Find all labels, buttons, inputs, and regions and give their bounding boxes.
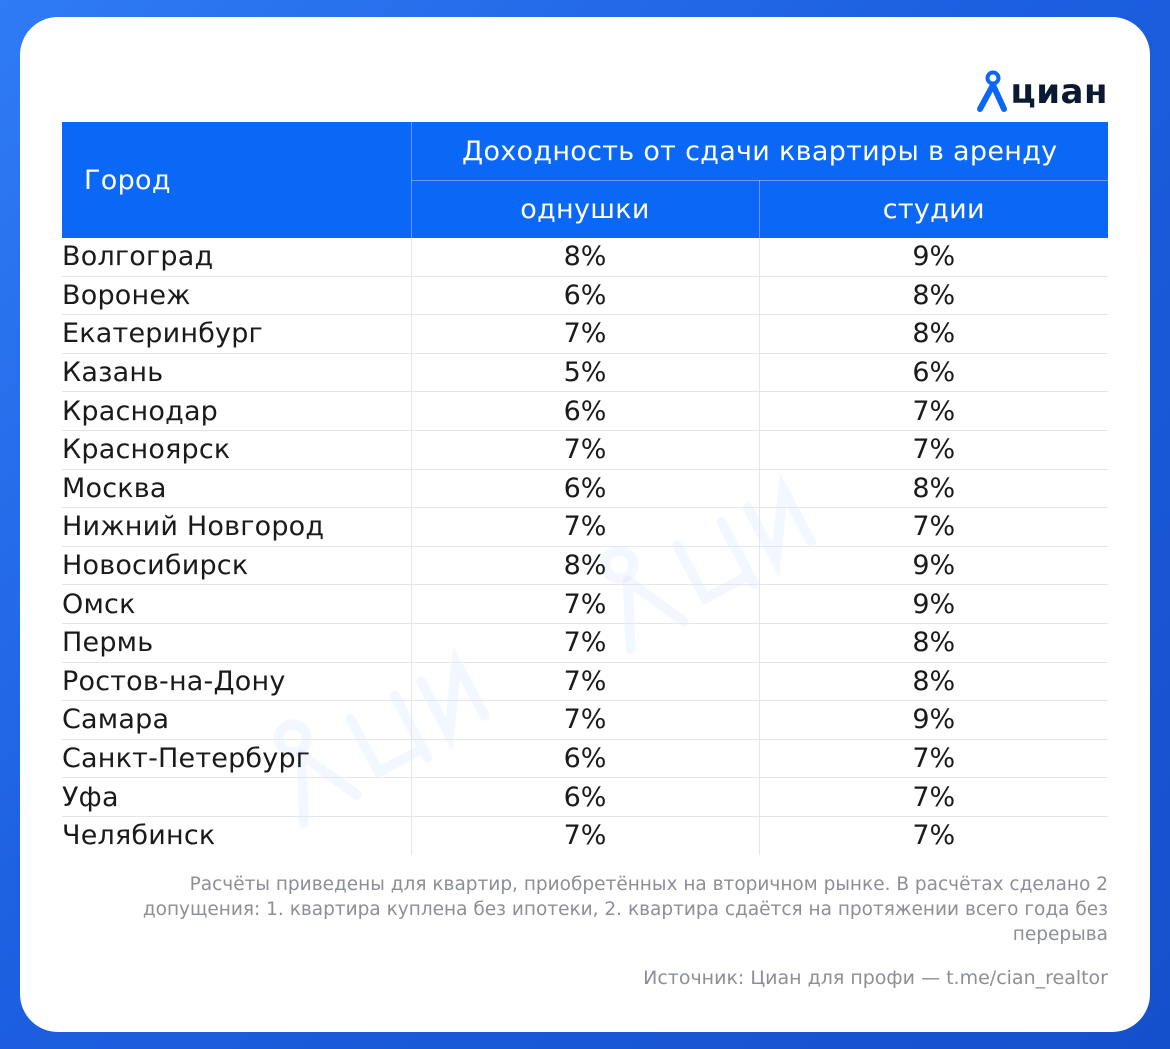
one-room-yield-cell: 7% <box>410 700 759 740</box>
studio-yield-cell: 8% <box>758 276 1108 316</box>
one-room-yield-cell: 6% <box>410 391 759 431</box>
studio-yield-cell: 8% <box>758 314 1108 354</box>
table-row: Ростов-на-Дону 7% 8% <box>62 662 1108 702</box>
one-room-yield-cell: 6% <box>410 777 759 817</box>
city-cell: Новосибирск <box>62 546 411 586</box>
city-cell: Омск <box>62 584 411 624</box>
table-row: Краснодар 6% 7% <box>62 391 1108 431</box>
one-room-yield-cell: 5% <box>410 353 759 393</box>
studio-yield-cell: 8% <box>758 662 1108 702</box>
one-room-yield-cell: 7% <box>410 662 759 702</box>
footnote: Расчёты приведены для квартир, приобретё… <box>142 874 1108 945</box>
studio-column-header: студии <box>759 180 1108 238</box>
city-cell: Нижний Новгород <box>62 507 411 547</box>
studio-yield-cell: 7% <box>758 507 1108 547</box>
city-cell: Ростов-на-Дону <box>62 662 411 702</box>
studio-yield-cell: 8% <box>758 623 1108 663</box>
table-row: Красноярск 7% 7% <box>62 430 1108 470</box>
studio-yield-cell: 9% <box>758 584 1108 624</box>
one-room-yield-cell: 7% <box>410 816 759 855</box>
yield-group-header: Доходность от сдачи квартиры в аренду <box>411 122 1108 181</box>
table-row: Уфа 6% 7% <box>62 777 1108 817</box>
one-room-yield-cell: 7% <box>410 430 759 470</box>
studio-yield-cell: 7% <box>758 391 1108 431</box>
table-row: Челябинск 7% 7% <box>62 816 1108 855</box>
city-column-header: Город <box>62 122 412 238</box>
city-cell: Пермь <box>62 623 411 663</box>
city-cell: Самара <box>62 700 411 740</box>
rental-yield-table: Город Доходность от сдачи квартиры в аре… <box>62 122 1108 855</box>
table-row: Волгоград 8% 9% <box>62 238 1108 277</box>
logo-text: циан <box>1010 72 1108 112</box>
studio-yield-cell: 7% <box>758 739 1108 779</box>
table-row: Самара 7% 9% <box>62 700 1108 740</box>
cian-logo: циан <box>975 67 1108 117</box>
studio-yield-cell: 7% <box>758 430 1108 470</box>
cian-pin-logo-icon <box>976 70 1007 112</box>
table-row: Москва 6% 8% <box>62 469 1108 509</box>
one-room-yield-cell: 6% <box>410 276 759 316</box>
city-cell: Москва <box>62 469 411 509</box>
one-room-yield-cell: 7% <box>410 507 759 547</box>
studio-yield-cell: 8% <box>758 469 1108 509</box>
studio-yield-cell: 9% <box>758 546 1108 586</box>
one-room-yield-cell: 7% <box>410 623 759 663</box>
city-cell: Воронеж <box>62 276 411 316</box>
one-room-yield-cell: 8% <box>410 546 759 586</box>
city-cell: Челябинск <box>62 820 216 852</box>
city-cell: Екатеринбург <box>62 314 411 354</box>
table-row: Воронеж 6% 8% <box>62 276 1108 316</box>
one-room-yield-cell: 8% <box>410 238 759 277</box>
studio-yield-cell: 9% <box>758 238 1108 277</box>
studio-yield-cell: 7% <box>758 816 1108 855</box>
studio-yield-cell: 7% <box>758 777 1108 817</box>
one-room-column-header: однушки <box>411 180 760 238</box>
studio-yield-cell: 6% <box>758 353 1108 393</box>
table-row: Омск 7% 9% <box>62 584 1108 624</box>
city-cell: Краснодар <box>62 391 411 431</box>
source-line: Источник: Циан для профи — t.me/cian_rea… <box>643 967 1108 989</box>
one-room-yield-cell: 7% <box>410 584 759 624</box>
table-row: Пермь 7% 8% <box>62 623 1108 663</box>
city-cell: Казань <box>62 353 411 393</box>
table-body: Волгоград 8% 9% Воронеж 6% 8% Екатеринбург 7% 8%… <box>62 238 1108 855</box>
table-row: Нижний Новгород 7% 7% <box>62 507 1108 547</box>
one-room-yield-cell: 6% <box>410 739 759 779</box>
table-row: Новосибирск 8% 9% <box>62 546 1108 586</box>
city-cell: Красноярск <box>62 430 411 470</box>
one-room-yield-cell: 6% <box>410 469 759 509</box>
city-cell: Волгоград <box>62 238 411 277</box>
studio-yield-cell: 9% <box>758 700 1108 740</box>
table-row: Казань 5% 6% <box>62 353 1108 393</box>
one-room-yield-cell: 7% <box>410 314 759 354</box>
city-cell: Санкт-Петербург <box>62 739 411 779</box>
city-cell: Уфа <box>62 777 411 817</box>
infographic-card: циан Город Доходность от сдачи квартиры … <box>20 17 1150 1032</box>
table-row: Екатеринбург 7% 8% <box>62 314 1108 354</box>
table-row: Санкт-Петербург 6% 7% <box>62 739 1108 779</box>
